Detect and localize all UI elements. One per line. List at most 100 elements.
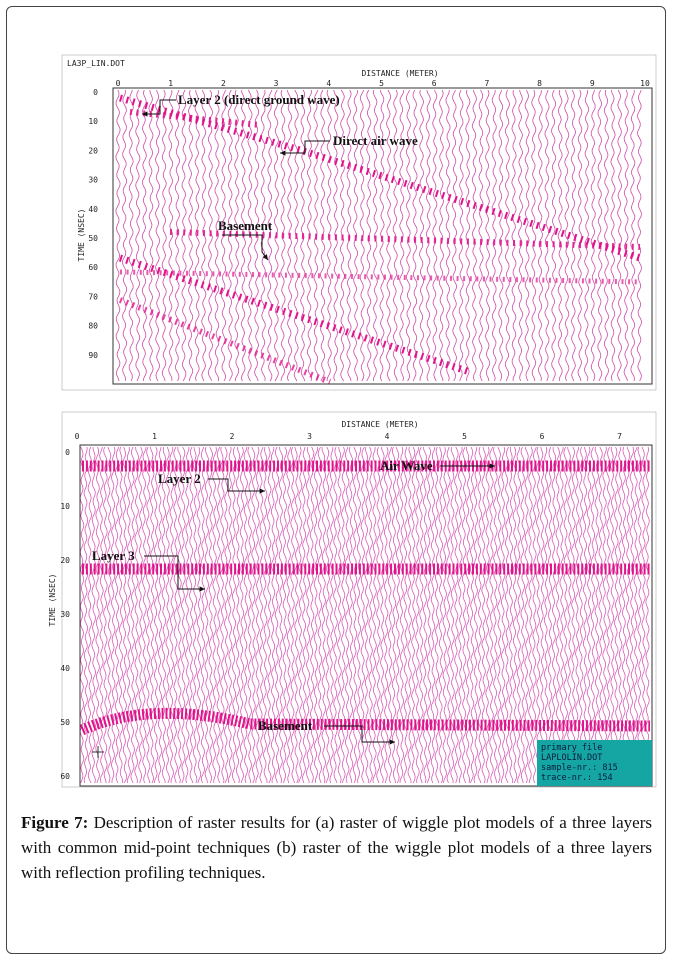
wiggle-trace	[547, 446, 553, 784]
wiggle-trace	[438, 89, 445, 382]
wiggle-trace	[524, 89, 530, 382]
wiggle-trace	[317, 446, 323, 784]
info-text: trace-nr.: 154	[541, 773, 613, 783]
x-tick-label: 7	[617, 432, 622, 441]
wiggle-trace	[282, 446, 288, 784]
wiggle-trace	[641, 446, 646, 784]
wiggle-trace	[387, 446, 393, 784]
arrow-head	[142, 111, 148, 117]
arrow-head	[280, 150, 286, 156]
y-axis-label: TIME (NSEC)	[77, 209, 86, 262]
y-tick-label: 10	[88, 117, 98, 126]
annotation: Basement	[258, 718, 313, 733]
wiggle-trace	[376, 446, 381, 784]
figure-title: LA3P_LIN.DOT	[67, 59, 125, 68]
wiggle-trace	[405, 89, 411, 382]
plot-border	[79, 444, 653, 787]
wiggle-trace	[99, 446, 104, 784]
wiggle-trace	[485, 446, 490, 784]
annotation: Layer 2 (direct ground wave)	[178, 92, 340, 107]
wiggle-trace	[497, 446, 502, 784]
info-text: sample-nr.: 815	[541, 763, 618, 773]
wiggle-trace	[586, 446, 592, 784]
y-tick-label: 0	[65, 448, 70, 457]
x-tick-label: 6	[432, 79, 437, 88]
wiggle-trace	[616, 89, 623, 382]
wiggle-trace	[512, 446, 518, 784]
wiggle-trace	[360, 446, 366, 784]
reflection-event	[79, 707, 651, 736]
y-tick-label: 20	[60, 556, 70, 565]
wiggle-trace	[383, 446, 389, 784]
arrow-head	[389, 739, 395, 745]
wiggle-trace	[491, 89, 497, 382]
wiggle-trace	[110, 446, 116, 784]
wiggle-trace	[504, 446, 510, 784]
wiggle-trace	[325, 446, 331, 784]
wiggle-trace	[450, 446, 455, 784]
wiggle-trace	[259, 446, 264, 784]
wiggle-trace	[532, 446, 537, 784]
wiggle-trace	[141, 89, 148, 382]
wiggle-trace	[340, 446, 346, 784]
wiggle-trace	[432, 89, 438, 382]
annotation-arrow	[208, 478, 265, 492]
x-tick-label: 10	[640, 79, 650, 88]
wiggle-trace	[231, 446, 237, 784]
wiggle-trace	[430, 446, 436, 784]
wiggle-trace	[368, 446, 373, 784]
x-tick-label: 1	[168, 79, 173, 88]
wiggle-trace	[196, 446, 202, 784]
wiggle-trace	[504, 89, 510, 382]
wiggle-trace	[517, 89, 524, 382]
wiggle-trace	[122, 89, 128, 382]
wiggle-trace	[583, 90, 590, 382]
wiggle-trace	[157, 446, 163, 784]
wiggle-trace	[520, 446, 525, 784]
wiggle-trace	[425, 89, 431, 382]
wiggle-trace	[559, 446, 564, 784]
wiggle-trace	[344, 446, 350, 784]
wiggle-trace	[602, 446, 607, 784]
wiggle-trace	[161, 89, 167, 382]
wiggle-trace	[352, 446, 358, 784]
x-tick-label: 1	[152, 432, 157, 441]
wiggle-trace	[412, 89, 418, 382]
wiggle-trace	[169, 446, 174, 784]
arrow-head	[489, 463, 495, 469]
wiggle-trace	[427, 446, 432, 784]
wiggle-trace	[118, 446, 124, 783]
wiggle-trace	[134, 446, 139, 784]
wiggle-trace	[524, 446, 529, 784]
y-tick-label: 30	[60, 610, 70, 619]
wiggle-trace	[309, 446, 315, 784]
wiggle-trace	[184, 446, 190, 784]
wiggle-trace	[471, 89, 478, 382]
x-tick-label: 0	[75, 432, 80, 441]
wiggle-trace	[415, 446, 420, 784]
wiggle-trace	[567, 446, 572, 784]
wiggle-trace	[418, 446, 424, 784]
x-tick-label: 2	[230, 432, 235, 441]
wiggle-trace	[551, 89, 557, 382]
wiggle-trace	[606, 446, 611, 784]
wiggle-trace	[187, 89, 194, 382]
y-tick-label: 50	[60, 718, 70, 727]
x-tick-label: 4	[326, 79, 331, 88]
wiggle-trace	[385, 89, 392, 382]
x-axis-label: DISTANCE (METER)	[341, 420, 418, 429]
wiggle-trace	[630, 90, 636, 382]
wiggle-trace	[598, 446, 604, 784]
wiggle-trace	[214, 89, 220, 382]
wiggle-trace	[194, 89, 200, 382]
wiggle-trace	[544, 89, 550, 382]
reflection-event	[118, 297, 332, 385]
x-tick-label: 9	[590, 79, 595, 88]
y-tick-label: 60	[60, 772, 70, 781]
wiggle-trace	[498, 89, 504, 382]
arrow-head	[199, 586, 205, 592]
x-tick-label: 3	[307, 432, 312, 441]
info-text: primary file	[541, 743, 602, 753]
y-tick-label: 40	[88, 205, 98, 214]
x-tick-label: 8	[537, 79, 542, 88]
